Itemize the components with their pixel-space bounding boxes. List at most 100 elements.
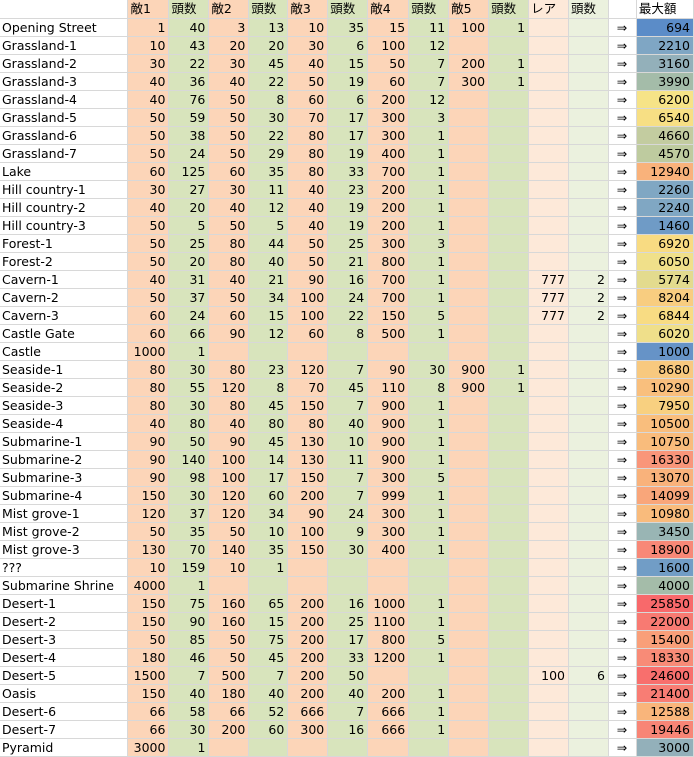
value-cell: 40: [168, 684, 210, 703]
value-cell: 100: [208, 468, 250, 487]
value-cell: 33: [327, 162, 369, 181]
value-cell: 17: [327, 630, 369, 649]
value-cell: 50: [287, 72, 329, 91]
value-cell: [448, 162, 490, 181]
stage-name-cell: Cavern-2: [0, 288, 129, 307]
stage-name-cell: Grassland-2: [0, 54, 129, 73]
value-cell: [528, 324, 570, 343]
table-row: Desert-3 50 85 50 75 200 17 800 5 ⇒ 15400: [0, 630, 694, 649]
header-cell: 頭数: [168, 0, 210, 19]
value-cell: 300: [367, 234, 410, 253]
max-amount-cell: 6920: [636, 234, 694, 253]
value-cell: 300: [287, 720, 329, 739]
value-cell: 6: [327, 90, 369, 109]
value-cell: [488, 702, 530, 721]
value-cell: [568, 594, 609, 613]
value-cell: [568, 144, 609, 163]
value-cell: 45: [248, 648, 289, 667]
arrow-icon: ⇒: [608, 414, 637, 433]
stage-name-cell: Grassland-6: [0, 126, 129, 145]
max-amount-cell: 2210: [636, 36, 694, 55]
value-cell: 19: [327, 144, 369, 163]
value-cell: 30: [327, 540, 369, 559]
value-cell: [568, 540, 609, 559]
value-cell: 75: [248, 630, 289, 649]
value-cell: 24: [327, 288, 369, 307]
value-cell: 80: [127, 360, 170, 379]
value-cell: [488, 522, 530, 541]
stage-name-cell: Castle: [0, 342, 129, 361]
value-cell: [528, 594, 570, 613]
value-cell: 100: [208, 450, 250, 469]
stage-name-cell: Seaside-1: [0, 360, 129, 379]
value-cell: 25: [327, 612, 369, 631]
value-cell: 8: [248, 90, 289, 109]
stage-name-cell: Castle Gate: [0, 324, 129, 343]
table-row: Mist grove-2 50 35 50 10 100 9 300 1 ⇒ 3450: [0, 522, 694, 541]
value-cell: 10: [327, 432, 369, 451]
stage-name-cell: Desert-3: [0, 630, 129, 649]
arrow-icon: ⇒: [608, 342, 637, 361]
value-cell: 16: [327, 594, 369, 613]
value-cell: 900: [367, 432, 410, 451]
value-cell: 800: [367, 252, 410, 271]
max-amount-cell: 10290: [636, 378, 694, 397]
value-cell: [528, 702, 570, 721]
value-cell: [568, 18, 609, 37]
value-cell: 120: [208, 504, 250, 523]
value-cell: 7: [248, 666, 289, 685]
table-row: Grassland-6 50 38 50 22 80 17 300 1 ⇒ 4660: [0, 126, 694, 145]
value-cell: [528, 720, 570, 739]
max-amount-cell: 3000: [636, 738, 694, 757]
value-cell: [327, 738, 369, 757]
stage-name-cell: Desert-6: [0, 702, 129, 721]
value-cell: 19: [327, 72, 369, 91]
header-cell: [0, 0, 129, 19]
arrow-icon: ⇒: [608, 162, 637, 181]
value-cell: 10: [208, 558, 250, 577]
value-cell: [568, 630, 609, 649]
value-cell: 40: [287, 216, 329, 235]
value-cell: 159: [168, 558, 210, 577]
value-cell: 16: [327, 270, 369, 289]
value-cell: 50: [208, 522, 250, 541]
value-cell: 21: [248, 270, 289, 289]
value-cell: [488, 594, 530, 613]
value-cell: [488, 234, 530, 253]
value-cell: 40: [208, 198, 250, 217]
value-cell: [528, 216, 570, 235]
header-cell: 敵1: [127, 0, 170, 19]
value-cell: [528, 234, 570, 253]
value-cell: 150: [287, 396, 329, 415]
value-cell: 11: [248, 180, 289, 199]
value-cell: 1: [488, 54, 530, 73]
value-cell: 160: [208, 594, 250, 613]
max-amount-cell: 1600: [636, 558, 694, 577]
value-cell: [488, 432, 530, 451]
value-cell: 1: [408, 180, 450, 199]
value-cell: [568, 360, 609, 379]
value-cell: [448, 252, 490, 271]
stage-name-cell: ???: [0, 558, 129, 577]
value-cell: 15: [248, 612, 289, 631]
table-row: ??? 10 159 10 1 ⇒ 1600: [0, 558, 694, 577]
table-row: Grassland-4 40 76 50 8 60 6 200 12 ⇒ 6200: [0, 90, 694, 109]
value-cell: 7: [327, 702, 369, 721]
value-cell: 200: [367, 684, 410, 703]
value-cell: 1: [408, 432, 450, 451]
value-cell: [448, 468, 490, 487]
value-cell: [488, 126, 530, 145]
max-amount-cell: 8680: [636, 360, 694, 379]
value-cell: [287, 576, 329, 595]
value-cell: 200: [287, 630, 329, 649]
stage-name-cell: Forest-2: [0, 252, 129, 271]
value-cell: [287, 342, 329, 361]
value-cell: 30: [208, 180, 250, 199]
stage-name-cell: Seaside-3: [0, 396, 129, 415]
value-cell: [488, 180, 530, 199]
value-cell: [448, 216, 490, 235]
value-cell: 9: [327, 522, 369, 541]
header-cell: [608, 0, 637, 19]
value-cell: 160: [208, 612, 250, 631]
value-cell: [528, 108, 570, 127]
